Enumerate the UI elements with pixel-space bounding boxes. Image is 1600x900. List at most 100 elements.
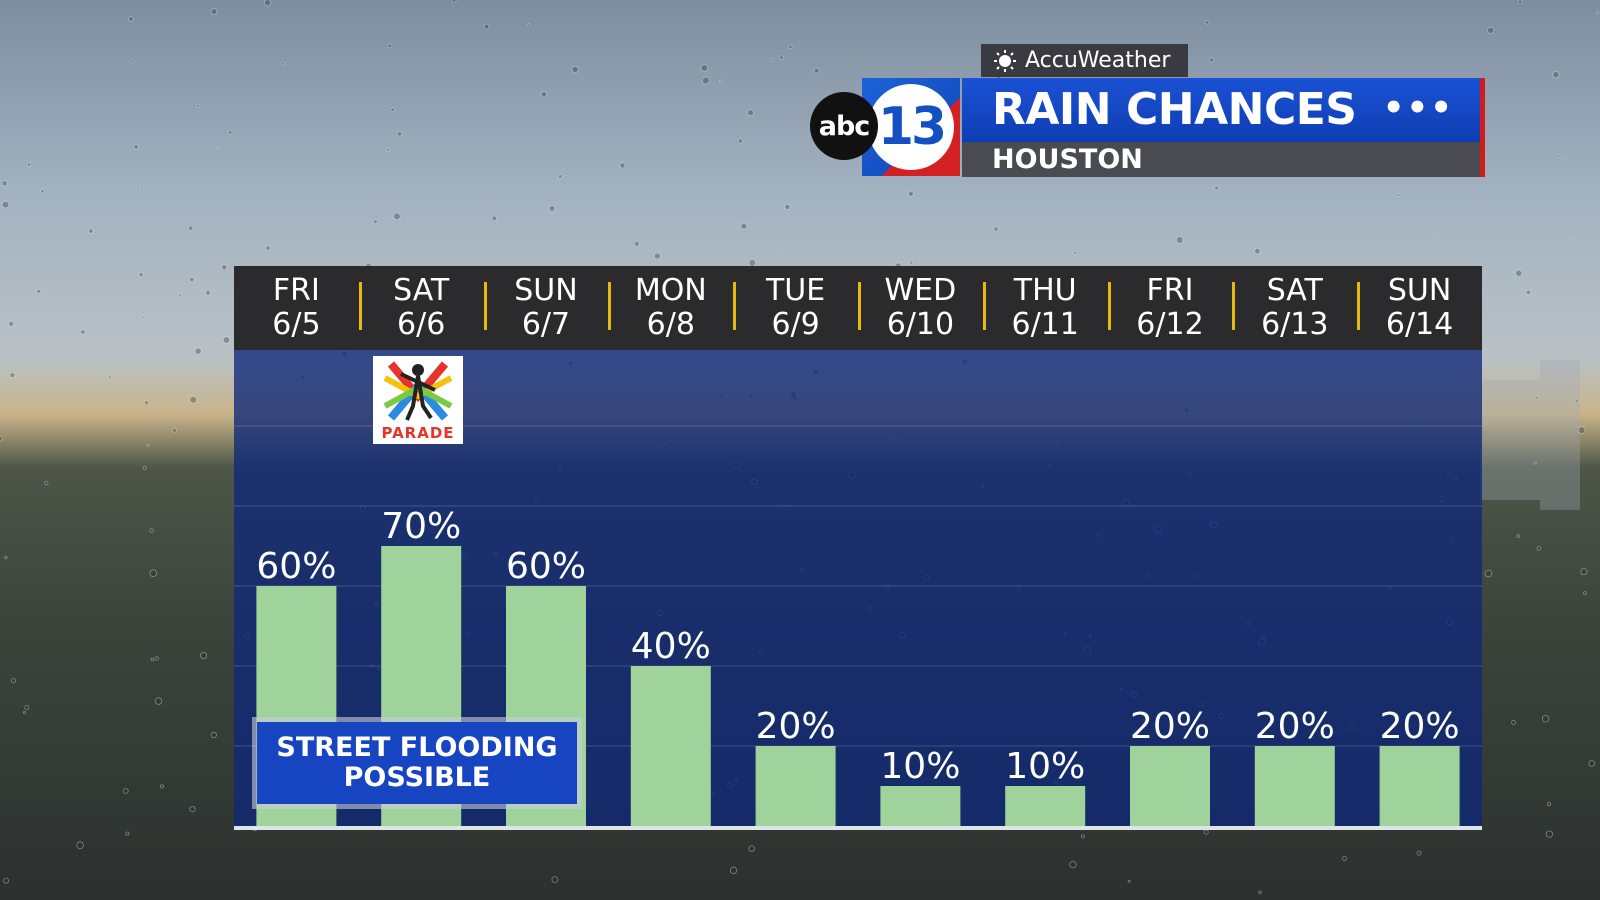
day-column-header: FRI 6/12 — [1107, 266, 1233, 350]
raindrop — [1588, 760, 1595, 767]
raindrop — [265, 245, 271, 251]
day-column-header: SAT 6/13 — [1232, 266, 1357, 350]
raindrop — [1545, 830, 1554, 838]
location-bar: HOUSTON — [962, 142, 1485, 177]
raindrop — [178, 293, 182, 297]
raindrop — [149, 528, 154, 533]
raindrop — [551, 876, 559, 883]
raindrop — [571, 65, 579, 74]
raindrop — [130, 59, 135, 64]
day-column-header: SUN 6/7 — [483, 266, 609, 350]
raindrop — [1, 200, 10, 209]
day-column-header: MON 6/8 — [608, 266, 733, 350]
day-column-header: WED 6/10 — [857, 266, 983, 350]
rain-chance-bar — [755, 746, 836, 826]
raindrop — [108, 375, 112, 379]
raindrop — [729, 866, 738, 875]
raindrop — [387, 43, 393, 49]
raindrop — [386, 147, 390, 152]
day-of-week: WED — [884, 273, 957, 308]
raindrop — [1396, 193, 1401, 197]
bar-value-label: 60% — [506, 546, 586, 587]
day-separator — [608, 282, 612, 330]
raindrop — [125, 831, 130, 836]
raindrop — [540, 91, 548, 98]
day-separator — [982, 282, 986, 330]
raindrop — [146, 443, 150, 447]
day-separator — [857, 282, 861, 330]
day-date: 6/7 — [521, 307, 571, 342]
raindrop — [138, 272, 144, 278]
raindrop — [136, 187, 140, 192]
day-of-week: FRI — [272, 273, 320, 308]
raindrop — [10, 678, 16, 684]
raindrop — [1580, 568, 1588, 576]
raindrop — [80, 329, 86, 335]
abc-logo: abc — [810, 92, 878, 160]
raindrop — [1209, 57, 1214, 63]
day-column-header: THU 6/11 — [982, 266, 1108, 350]
day-date: 6/11 — [1011, 307, 1079, 342]
raindrop — [1416, 850, 1422, 856]
day-header-row: FRI 6/5 SAT 6/6 SUN 6/7 MON 6/8 TUE 6/9 WED 6/10 THU… — [234, 266, 1482, 350]
raindrop — [993, 226, 999, 232]
raindrop — [189, 277, 195, 283]
accuweather-tab: AccuWeather — [981, 44, 1188, 77]
raindrop — [88, 228, 94, 234]
raindrop — [813, 67, 820, 74]
day-column-header: TUE 6/9 — [733, 266, 858, 350]
raindrop — [196, 104, 200, 108]
raindrop — [779, 250, 783, 254]
raindrop — [1515, 269, 1523, 277]
raindrop — [76, 841, 84, 849]
raindrop — [1081, 834, 1085, 839]
day-date: 6/10 — [886, 307, 955, 342]
bar-value-label: 10% — [1005, 746, 1085, 787]
raindrop — [26, 162, 32, 167]
parade-badge: PARADE — [373, 356, 463, 444]
rain-chance-bar — [1379, 746, 1460, 826]
day-separator — [1107, 282, 1111, 330]
raindrop — [172, 427, 177, 433]
bar-value-label: 60% — [256, 546, 336, 587]
rain-chance-bar — [1130, 746, 1210, 826]
raindrop — [4, 555, 8, 560]
bar-value-label: 70% — [381, 506, 461, 547]
chart-baseline — [234, 826, 1482, 830]
location-label: HOUSTON — [992, 144, 1143, 175]
raindrop — [1547, 802, 1552, 807]
street-flooding-callout: STREET FLOODING POSSIBLE — [252, 717, 582, 809]
day-of-week: FRI — [1146, 273, 1194, 308]
channel-number: 13 — [868, 84, 954, 170]
raindrop — [1, 180, 8, 187]
raindrop — [141, 315, 145, 319]
raindrop — [1525, 289, 1531, 295]
bar-value-label: 40% — [631, 626, 711, 667]
raindrop — [1487, 26, 1495, 34]
raindrop — [908, 190, 914, 197]
raindrop — [133, 144, 139, 150]
raindrop — [1517, 0, 1523, 4]
raindrop — [189, 395, 198, 404]
raindrop — [1258, 890, 1262, 894]
raindrop — [149, 569, 158, 577]
raindrop — [159, 784, 164, 789]
raindrop — [633, 240, 640, 247]
raindrop — [1533, 461, 1537, 465]
bar-value-label: 20% — [756, 706, 836, 747]
raindrop — [396, 131, 403, 137]
bar-value-label: 10% — [880, 746, 960, 787]
raindrop — [281, 61, 285, 66]
day-of-week: TUE — [765, 273, 826, 308]
bar-value-label: 20% — [1255, 706, 1335, 747]
raindrop — [1516, 534, 1520, 538]
day-of-week: MON — [634, 273, 707, 308]
raindrop — [210, 8, 218, 15]
rain-chance-bar — [630, 666, 711, 826]
raindrop — [221, 264, 228, 271]
raindrop — [1577, 426, 1586, 434]
raindrop — [1204, 19, 1210, 25]
raindrop — [9, 372, 16, 379]
raindrop — [558, 174, 563, 179]
day-date: 6/5 — [272, 307, 321, 342]
